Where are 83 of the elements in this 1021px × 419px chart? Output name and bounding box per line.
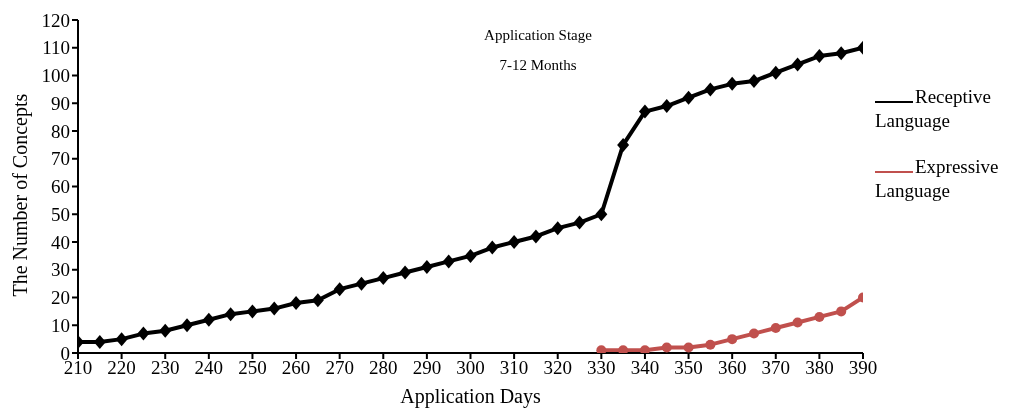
point: [639, 345, 650, 353]
point: [617, 137, 630, 152]
y-tick-label: 110: [42, 37, 70, 59]
point: [660, 99, 673, 114]
y-axis-title: The Number of Concepts: [9, 93, 33, 297]
point: [618, 345, 629, 353]
point: [596, 345, 607, 353]
point: [464, 248, 477, 263]
point: [246, 304, 259, 319]
point: [835, 46, 848, 61]
point: [115, 332, 128, 347]
y-tick-label: 40: [51, 231, 70, 253]
y-tick-label: 100: [41, 65, 70, 87]
point: [813, 49, 826, 64]
point: [727, 334, 738, 345]
point: [311, 293, 324, 308]
point: [726, 76, 739, 91]
point: [420, 259, 433, 274]
point: [137, 326, 150, 341]
x-tick-label: 240: [194, 357, 224, 379]
point: [683, 342, 694, 353]
x-tick-label: 280: [369, 357, 398, 379]
point: [661, 342, 672, 353]
chart-title: Application Stage: [484, 27, 592, 43]
point: [769, 65, 782, 80]
point: [290, 296, 303, 311]
point: [791, 57, 804, 72]
point: [529, 229, 542, 244]
point: [573, 215, 586, 230]
x-tick-label: 260: [281, 357, 311, 379]
point: [333, 282, 346, 297]
point: [377, 271, 390, 286]
x-tick-label: 360: [717, 357, 747, 379]
x-tick-label: 250: [238, 357, 267, 379]
x-tick-label: 310: [499, 357, 529, 379]
y-tick-label: 30: [51, 259, 70, 281]
point: [682, 90, 695, 105]
point: [355, 276, 368, 291]
point: [224, 307, 237, 322]
point: [595, 207, 608, 222]
point: [181, 318, 194, 333]
point: [814, 311, 825, 322]
point: [638, 104, 651, 119]
point: [747, 74, 760, 89]
point: [93, 334, 106, 349]
x-tick-label: 290: [412, 357, 442, 379]
point: [704, 82, 717, 97]
x-tick-label: 300: [456, 357, 485, 379]
point: [792, 317, 803, 328]
point: [486, 240, 499, 255]
x-tick-label: 340: [630, 357, 660, 379]
point: [442, 254, 455, 269]
x-tick-label: 270: [325, 357, 354, 379]
y-tick-label: 120: [41, 9, 70, 31]
x-tick-label: 350: [674, 357, 703, 379]
legend-label: Expressive Language: [875, 155, 999, 201]
point: [551, 221, 564, 236]
x-tick-label: 230: [150, 357, 180, 379]
point: [748, 328, 759, 339]
x-tick-label: 370: [761, 357, 791, 379]
x-tick-label: 330: [587, 357, 616, 379]
point: [268, 301, 281, 316]
x-tick-label: 320: [543, 357, 572, 379]
text: 7-12 Months: [499, 57, 577, 73]
point: [202, 312, 215, 327]
point: [159, 323, 172, 338]
point: [705, 339, 716, 350]
x-tick-label: 380: [805, 357, 834, 379]
point: [836, 306, 847, 317]
legend-label: Receptive Language: [875, 85, 991, 131]
y-tick-label: 70: [51, 148, 70, 170]
y-tick-label: 60: [51, 176, 70, 198]
x-axis-title: Application Days: [400, 385, 541, 408]
y-tick-label: 90: [51, 93, 70, 114]
x-tick-label: 220: [107, 357, 136, 379]
point: [508, 235, 521, 249]
y-tick-label: 20: [51, 287, 70, 309]
y-tick-label: 80: [51, 120, 70, 142]
x-tick-label: 390: [848, 357, 878, 379]
point: [770, 323, 781, 334]
y-tick-label: 10: [51, 314, 70, 336]
point: [399, 265, 412, 280]
y-tick-label: 50: [51, 203, 70, 225]
